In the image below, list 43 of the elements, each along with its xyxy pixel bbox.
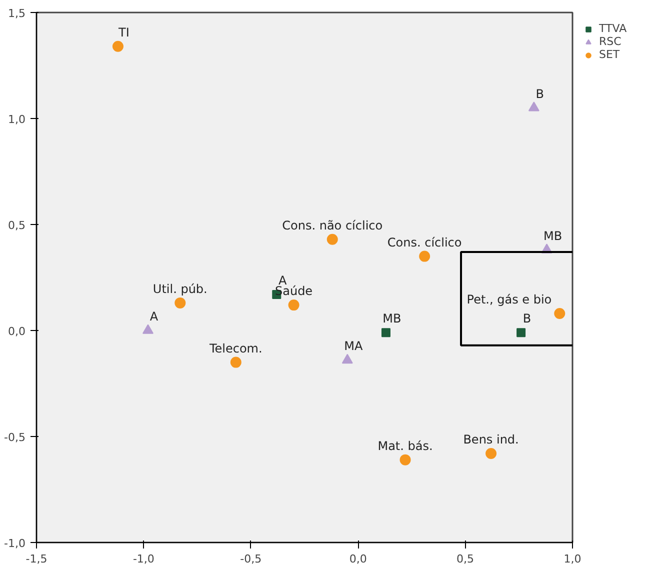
point — [288, 300, 300, 311]
annotation: Mat. bás. — [378, 438, 433, 453]
point — [381, 328, 390, 338]
point — [142, 324, 154, 334]
point — [516, 328, 526, 338]
y-tick-label: 1,5 — [8, 7, 26, 20]
annotation: A — [150, 310, 159, 324]
point — [486, 448, 497, 459]
annotation: MB — [543, 228, 562, 243]
legend-label: RSC — [599, 35, 622, 48]
x-tick-label: -0,5 — [240, 552, 262, 566]
y-tick-label: 0,0 — [8, 325, 26, 338]
legend-label: TTVA — [599, 22, 627, 35]
annotation: Cons. não cíclico — [282, 218, 383, 232]
annotation: MA — [344, 339, 364, 354]
point — [554, 308, 566, 320]
annotation: Util. púb. — [152, 282, 208, 296]
annotation: MB — [382, 312, 402, 326]
y-tick-label: 1,0 — [8, 113, 26, 126]
x-tick-label: -1,0 — [132, 552, 154, 566]
x-tick-label: -1,5 — [26, 552, 48, 566]
annotation: Telecom. — [208, 341, 262, 356]
x-tick-label: 0,5 — [456, 552, 474, 566]
y-tick-label: -1,0 — [4, 537, 26, 550]
annotation: Pet., gás e bio — [466, 292, 552, 307]
annotation: Bens ind. — [463, 432, 519, 446]
y-tick-label: 0,5 — [8, 219, 26, 232]
annotation: TI — [118, 25, 130, 40]
annotation: Cons. cíclico — [387, 235, 462, 250]
y-tick-label: -0,5 — [4, 431, 26, 444]
annotation: B — [522, 312, 532, 326]
point — [174, 297, 186, 308]
legend-label: SET — [599, 48, 620, 61]
x-tick-label: 0,0 — [349, 552, 367, 566]
point — [342, 354, 353, 364]
point — [230, 356, 242, 368]
point — [528, 102, 540, 112]
point — [112, 40, 124, 52]
point — [419, 250, 430, 262]
annotation: B — [536, 86, 544, 101]
point — [400, 454, 411, 466]
point — [326, 234, 338, 245]
x-tick-label: 1,0 — [564, 552, 582, 566]
